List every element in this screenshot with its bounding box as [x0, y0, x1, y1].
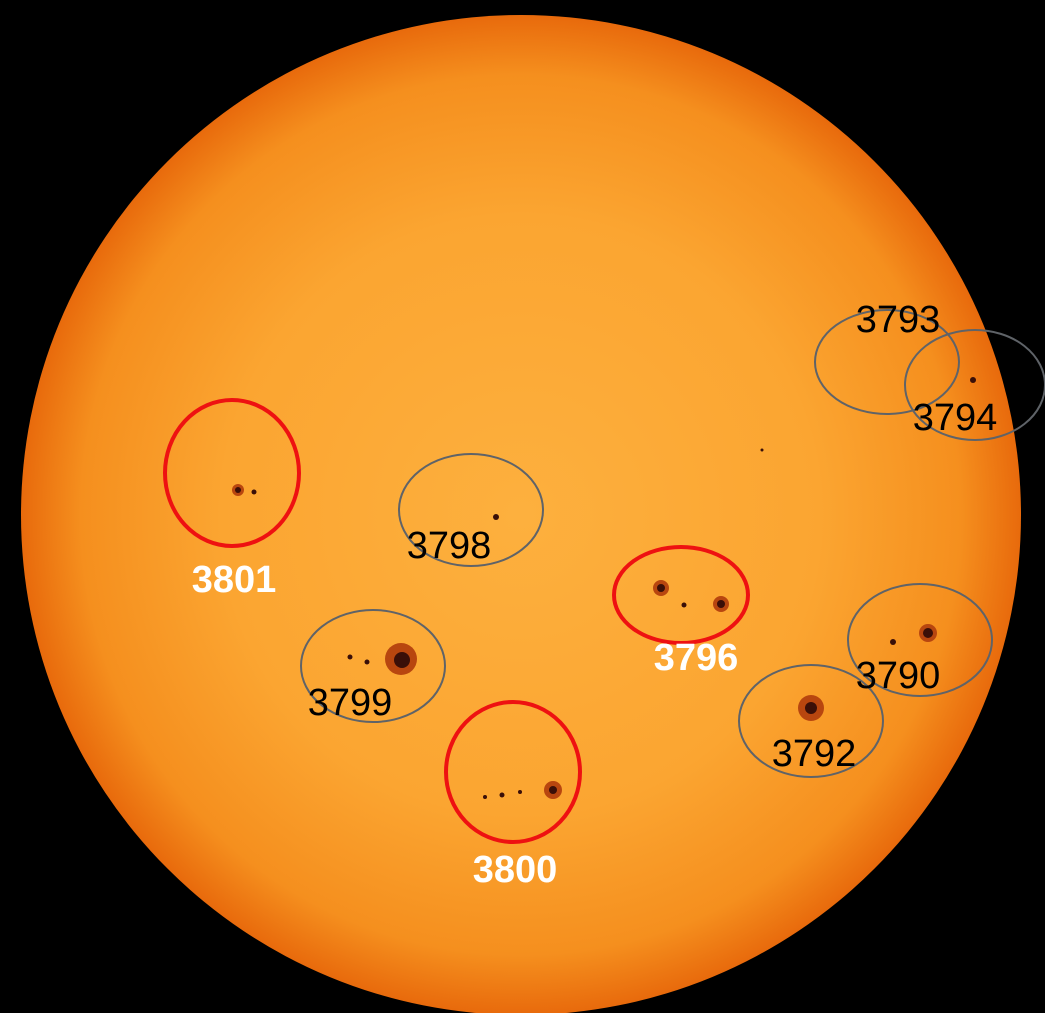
sunspot: [483, 795, 487, 799]
sunspot: [347, 654, 353, 660]
sunspot: [805, 702, 817, 714]
sunspot: [760, 448, 764, 452]
region-ring: [814, 309, 960, 415]
region-ring: [904, 329, 1045, 441]
region-label: 3793: [856, 299, 941, 341]
region-ring: [847, 583, 993, 697]
region-label: 3799: [308, 682, 393, 724]
sunspot: [235, 487, 241, 493]
sunspot: [364, 659, 370, 665]
region-label: 3794: [913, 397, 998, 439]
sunspot: [499, 792, 505, 798]
sunspot: [970, 377, 976, 383]
region-ring: [300, 609, 446, 723]
region-label: 3800: [473, 849, 558, 891]
region-ring: [398, 453, 544, 567]
highlight-ring: [612, 545, 750, 645]
sunspot: [251, 489, 257, 495]
sunspot: [681, 602, 687, 608]
sunspot: [923, 628, 933, 638]
sun-disk: [21, 15, 1021, 1013]
region-label: 3801: [192, 559, 277, 601]
region-annotations: 3793 3794 3801 3798 3796 3799 3790 3792 3800: [163, 299, 1045, 891]
sunspot: [493, 514, 499, 520]
highlight-ring: [444, 700, 582, 844]
sunspots: [232, 377, 976, 799]
sunspot: [717, 600, 725, 608]
sunspot: [657, 584, 665, 592]
sunspot: [890, 639, 896, 645]
region-label: 3796: [654, 637, 739, 679]
region-ring: [738, 664, 884, 778]
sunspot: [394, 652, 410, 668]
region-label: 3792: [772, 733, 857, 775]
highlight-ring: [163, 398, 301, 548]
sunspot: [549, 786, 557, 794]
sunspot: [518, 790, 522, 794]
region-label: 3790: [856, 655, 941, 697]
region-label: 3798: [407, 525, 492, 567]
